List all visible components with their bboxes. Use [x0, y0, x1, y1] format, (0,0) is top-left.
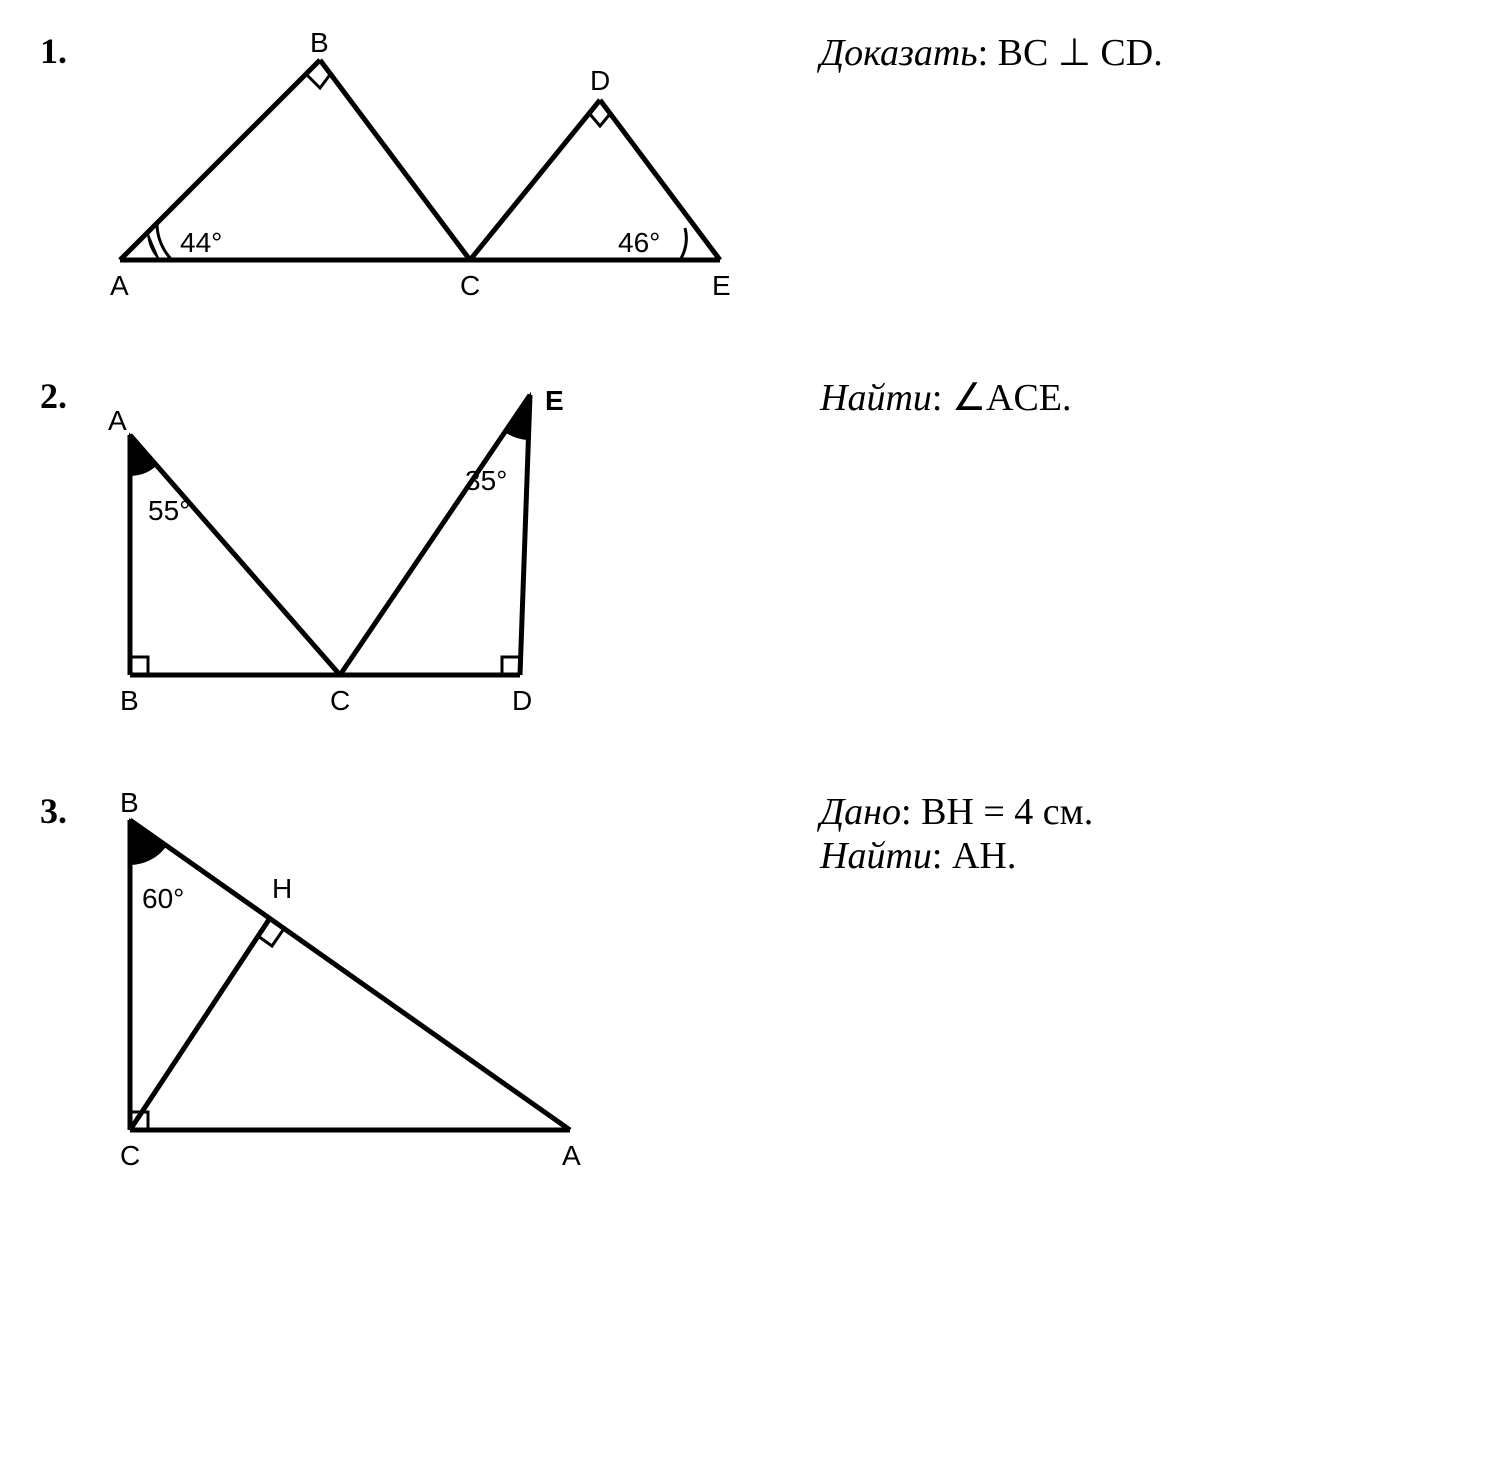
- task-prefix: Дано: [820, 791, 901, 833]
- vertex-label: A: [108, 405, 127, 436]
- task-prefix: Найти: [820, 377, 932, 419]
- task-body: : AH.: [932, 835, 1016, 877]
- angle-label: 55°: [148, 495, 190, 526]
- task-body: : BH = 4 см.: [901, 791, 1093, 833]
- vertex-label: H: [272, 873, 292, 904]
- task-prefix: Найти: [820, 835, 932, 877]
- angle-label: 35°: [465, 465, 507, 496]
- vertex-label: E: [545, 385, 564, 416]
- problem-3: 3. B C A H 60° Дано: BH = 4 см.: [40, 790, 1462, 1185]
- task-body: : BC ⊥ CD.: [978, 32, 1163, 74]
- task-text: Найти: ∠ACE.: [820, 375, 1072, 420]
- problem-2: 2. A B C D E 55°: [40, 375, 1462, 730]
- diagram-2: A B C D E 55° 35°: [100, 375, 600, 730]
- problem-number: 2.: [40, 375, 100, 417]
- vertex-label: D: [512, 685, 532, 716]
- task-prefix: Доказать: [820, 32, 978, 74]
- problem-1: 1. A B C D E 44° 46°: [40, 30, 1462, 315]
- vertex-label: B: [120, 685, 139, 716]
- diagram-1: A B C D E 44° 46°: [100, 30, 760, 315]
- vertex-label: B: [120, 790, 139, 818]
- vertex-label: D: [590, 65, 610, 96]
- angle-label: 60°: [142, 883, 184, 914]
- diagram-3: B C A H 60°: [100, 790, 620, 1185]
- task-body: : ∠ACE.: [932, 377, 1072, 419]
- vertex-label: C: [120, 1140, 140, 1171]
- vertex-label: C: [330, 685, 350, 716]
- problem-number: 3.: [40, 790, 100, 832]
- vertex-label: B: [310, 30, 329, 58]
- angle-label: 44°: [180, 227, 222, 258]
- vertex-label: E: [712, 270, 731, 301]
- vertex-label: A: [562, 1140, 581, 1171]
- problem-number: 1.: [40, 30, 100, 72]
- angle-label: 46°: [618, 227, 660, 258]
- task-text: Дано: BH = 4 см. Найти: AH.: [820, 790, 1093, 878]
- vertex-label: A: [110, 270, 129, 301]
- task-text: Доказать: BC ⊥ CD.: [820, 30, 1163, 75]
- vertex-label: C: [460, 270, 480, 301]
